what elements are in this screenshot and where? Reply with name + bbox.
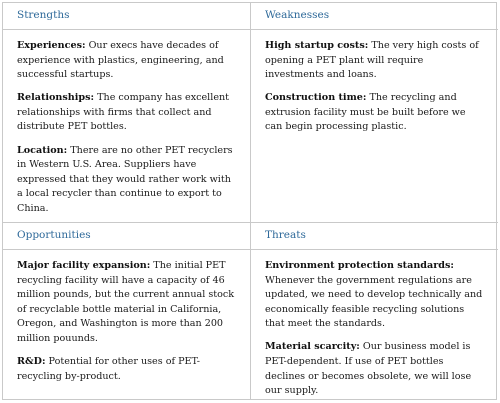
item-label: Experiences: [17, 40, 86, 51]
opportunities-quadrant: Opportunities Major facility expansion: … [3, 223, 251, 399]
item-label: Location: [17, 144, 68, 156]
weaknesses-quadrant: Weaknesses High startup costs: The very … [251, 3, 498, 223]
item-label: R&D: [17, 356, 46, 368]
item-text: Our business model is PET-dependent. If … [265, 341, 472, 397]
strengths-quadrant: Strengths Experiences: Our execs have de… [3, 3, 251, 223]
threats-body: Environment protection standards: Whenev… [251, 250, 498, 399]
strength-item-relationships: Relationships: The company has excellent… [17, 91, 236, 135]
item-label: Environment protection standards: [265, 260, 454, 271]
item-text: The initial PET recycling facility will … [17, 260, 235, 344]
threats-quadrant: Threats Environment protection standards… [251, 223, 498, 399]
item-label: Major facility expansion: [17, 260, 151, 271]
threat-item-material-scarcity: Material scarcity: Our business model is… [265, 340, 484, 398]
weakness-item-startup-costs: High startup costs: The very high costs … [265, 39, 484, 83]
item-text: The company has excellent relationships … [17, 92, 230, 133]
swot-table: Strengths Experiences: Our execs have de… [2, 2, 498, 400]
weaknesses-heading: Weaknesses [251, 3, 498, 30]
item-text: Potential for other uses of PET-recyclin… [17, 356, 200, 382]
item-text: There are no other PET recyclers in West… [17, 144, 233, 214]
strengths-body: Experiences: Our execs have decades of e… [3, 30, 250, 217]
threats-heading: Threats [251, 223, 498, 250]
item-label: Material scarcity: [265, 341, 360, 353]
item-text: Our execs have decades of experience wit… [17, 40, 224, 81]
item-text: The recycling and extrusion facility mus… [265, 92, 466, 133]
item-label: Relationships: [17, 92, 95, 104]
item-label: Construction time: [265, 92, 367, 104]
opportunities-body: Major facility expansion: The initial PE… [3, 250, 250, 384]
threat-item-environment-standards: Environment protection standards: Whenev… [265, 259, 484, 332]
item-text: The very high costs of opening a PET pla… [265, 40, 479, 81]
opportunity-item-facility-expansion: Major facility expansion: The initial PE… [17, 259, 236, 347]
strength-item-experiences: Experiences: Our execs have decades of e… [17, 39, 236, 83]
strength-item-location: Location: There are no other PET recycle… [17, 144, 236, 217]
weaknesses-body: High startup costs: The very high costs … [251, 30, 498, 135]
strengths-heading: Strengths [3, 3, 250, 30]
opportunity-item-rnd: R&D: Potential for other uses of PET-rec… [17, 355, 236, 384]
weakness-item-construction-time: Construction time: The recycling and ext… [265, 91, 484, 135]
item-label: High startup costs: [265, 40, 369, 51]
item-text: Whenever the government regulations are … [265, 274, 483, 330]
opportunities-heading: Opportunities [3, 223, 250, 250]
